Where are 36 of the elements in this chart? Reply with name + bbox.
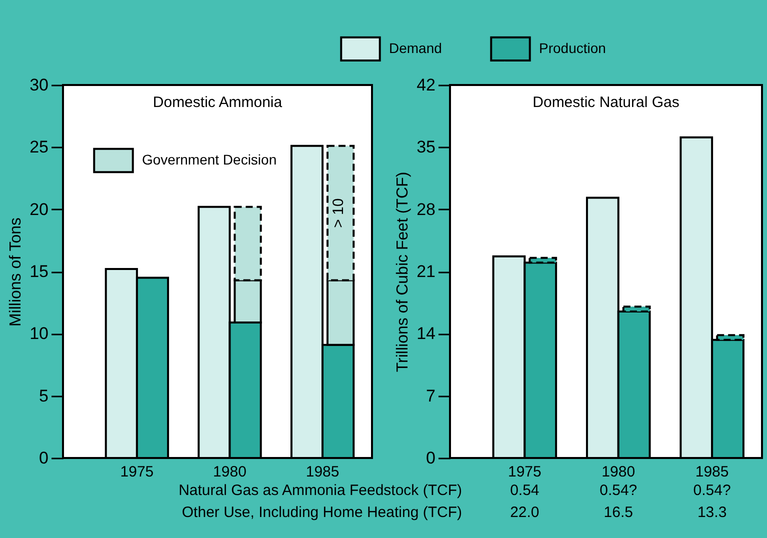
y-tick-label: 10 [30, 324, 48, 344]
y-tick-label: 28 [416, 200, 436, 219]
data-label: 0.54? [600, 482, 638, 499]
text: Other Use, Including Home Heating (TCF) [182, 504, 462, 521]
legend-label: Demand [389, 40, 442, 56]
x-tick-label: 1980 [213, 464, 246, 480]
y-tick-label: 0 [39, 448, 48, 468]
x-tick-label: 1985 [306, 464, 340, 480]
y-tick-label: 7 [426, 386, 436, 406]
data-label: 13.3 [697, 504, 727, 521]
data-label: 0.54? [693, 482, 731, 499]
y-tick-label: 20 [30, 200, 48, 219]
x-tick-label: 1975 [508, 464, 542, 480]
y-tick-label: 30 [30, 76, 48, 94]
y-tick-label: 21 [416, 262, 436, 281]
y-axis-title: Trillions of Cubic Feet (TCF) [394, 172, 412, 372]
legend-label: Government Decision [142, 152, 277, 168]
y-tick-label: 14 [416, 324, 436, 344]
data-label: 0.54 [510, 482, 540, 499]
x-tick-label: 1975 [120, 464, 154, 480]
x-tick-label: 1985 [695, 464, 729, 480]
annotation: > 10 [330, 198, 348, 228]
text: Domestic Natural Gas [532, 94, 680, 111]
legend-label: Production [539, 40, 606, 56]
y-tick-label: 0 [426, 448, 436, 468]
y-axis-title: Millions of Tons [8, 217, 25, 327]
y-tick-label: 25 [30, 138, 48, 157]
y-tick-label: 42 [416, 76, 436, 94]
y-tick-label: 35 [416, 138, 436, 157]
data-label: 22.0 [510, 504, 540, 521]
y-tick-label: 5 [39, 386, 48, 406]
data-label: 16.5 [604, 504, 633, 521]
text: Domestic Ammonia [152, 94, 283, 111]
x-tick-label: 1980 [602, 464, 636, 480]
text: Natural Gas as Ammonia Feedstock (TCF) [178, 482, 462, 499]
y-tick-label: 15 [30, 262, 48, 281]
